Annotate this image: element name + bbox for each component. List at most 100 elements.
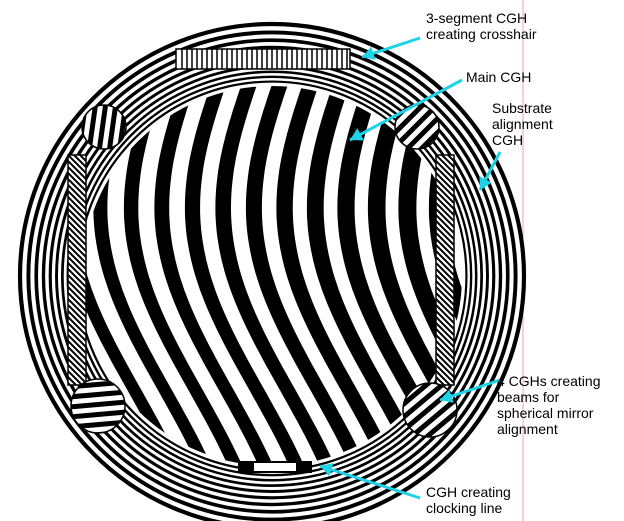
small-cgh-fringe [403, 383, 457, 431]
arrow-main [349, 78, 463, 142]
crosshair-fringe [68, 352, 86, 372]
crosshair-fringe [436, 262, 454, 282]
crosshair-fringe [436, 220, 454, 240]
crosshair-fringe [436, 238, 454, 258]
crosshair-fringe [68, 190, 86, 210]
crosshair-fringe [436, 256, 454, 276]
crosshair-fringe [68, 184, 86, 204]
crosshair-fringe [68, 256, 86, 276]
crosshair-fringe [436, 178, 454, 198]
crosshair-fringe [436, 268, 454, 288]
crosshair-fringe [436, 364, 454, 384]
crosshair-fringe [446, 155, 454, 162]
crosshair-fringe [68, 340, 86, 360]
main-cgh-fringe [154, 86, 275, 466]
crosshair-fringe [436, 352, 454, 372]
crosshair-left-segment [67, 154, 87, 386]
crosshair-fringe [68, 208, 86, 228]
clocking-line-cgh [238, 461, 312, 473]
arrows [319, 36, 502, 500]
crosshair-fringe [436, 376, 446, 385]
crosshair-fringe [68, 155, 86, 174]
crosshair-fringe [436, 334, 454, 354]
crosshair-fringe [436, 244, 454, 264]
main-cgh-fringe [0, 80, 30, 470]
crosshair-fringe [68, 346, 86, 366]
crosshair-fringe [436, 202, 454, 222]
crosshair-fringe [436, 286, 454, 306]
crosshair-fringe [68, 244, 86, 264]
main-cgh-fringe [398, 86, 462, 466]
small-cgh-fringe [82, 105, 92, 149]
crosshair-fringe [78, 155, 86, 162]
crosshair-fringe [68, 376, 78, 385]
small-cgh-fringe [397, 107, 439, 149]
crosshair-fringe [72, 155, 86, 168]
crosshair-fringe [436, 196, 454, 216]
small-cgh-fringe [395, 105, 439, 149]
crosshair-fringe [436, 328, 454, 348]
crosshair-fringe [436, 155, 454, 174]
crosshair-fringe [436, 250, 454, 270]
crosshair-fringe [68, 238, 86, 258]
label-crosshair-cgh: 3-segment CGH creating crosshair [426, 10, 537, 42]
crosshair-fringe [436, 274, 454, 294]
small-cgh-fringe [395, 105, 439, 149]
arrow-clocking [319, 464, 421, 500]
crosshair-fringe [68, 310, 86, 330]
crosshair-fringe [436, 172, 454, 192]
alignment-ring [17, 21, 527, 521]
crosshair-fringe [436, 316, 454, 336]
crosshair-fringe [68, 280, 86, 300]
crosshair-fringe [436, 208, 454, 228]
crosshair-fringe [436, 370, 452, 385]
main-cgh-fringe [306, 86, 430, 466]
crosshair-fringe [436, 160, 454, 180]
crosshair-fringe [68, 292, 86, 312]
crosshair-cgh [175, 48, 351, 70]
small-cgh-top-left [81, 104, 127, 150]
main-cgh-fringe [337, 86, 461, 466]
crosshair-fringe [68, 358, 86, 378]
crosshair-fringe [68, 166, 86, 186]
crosshair-fringe [436, 214, 454, 234]
crosshair-fringe [436, 310, 454, 330]
crosshair-fringe [68, 226, 86, 246]
crosshair-fringe [68, 364, 86, 384]
label-main-cgh: Main CGH [466, 69, 532, 85]
alignment-ring [41, 45, 503, 507]
crosshair-fringe [68, 304, 86, 324]
main-cgh-fringe [245, 86, 368, 466]
crosshair-fringe [440, 155, 454, 168]
crosshair-fringe [436, 292, 454, 312]
alignment-ring [26, 30, 518, 521]
arrow-head [350, 128, 364, 141]
crosshair-fringe [436, 190, 454, 210]
crosshair-fringe [436, 280, 454, 300]
crosshair-fringe [68, 196, 86, 216]
small-cgh-fringe [403, 383, 457, 437]
arrow-head [320, 462, 334, 477]
crosshair-right-segment [435, 154, 455, 386]
crosshair-fringe [68, 370, 84, 385]
main-cgh-fringe [123, 86, 245, 466]
main-cgh-fringe [367, 86, 462, 466]
small-cgh-fringe [113, 105, 126, 149]
crosshair-fringe [68, 298, 86, 318]
crosshair-fringe [68, 232, 86, 252]
small-cgh-fringe [403, 387, 457, 437]
arrow-head [479, 176, 492, 190]
crosshair-fringe [68, 316, 86, 336]
crosshair-fringe [436, 232, 454, 252]
crosshair-fringe [68, 268, 86, 288]
crosshair-fringe [68, 214, 86, 234]
crosshair-fringe [68, 202, 86, 222]
crosshair-fringe [436, 298, 454, 318]
main-cgh-fringe [184, 86, 306, 466]
crosshair-fringe [436, 322, 454, 342]
arrow-head [362, 46, 376, 60]
crosshair-fringe [68, 178, 86, 198]
crosshair-fringe [68, 262, 86, 282]
crosshair-fringe [68, 286, 86, 306]
main-cgh [0, 80, 462, 470]
